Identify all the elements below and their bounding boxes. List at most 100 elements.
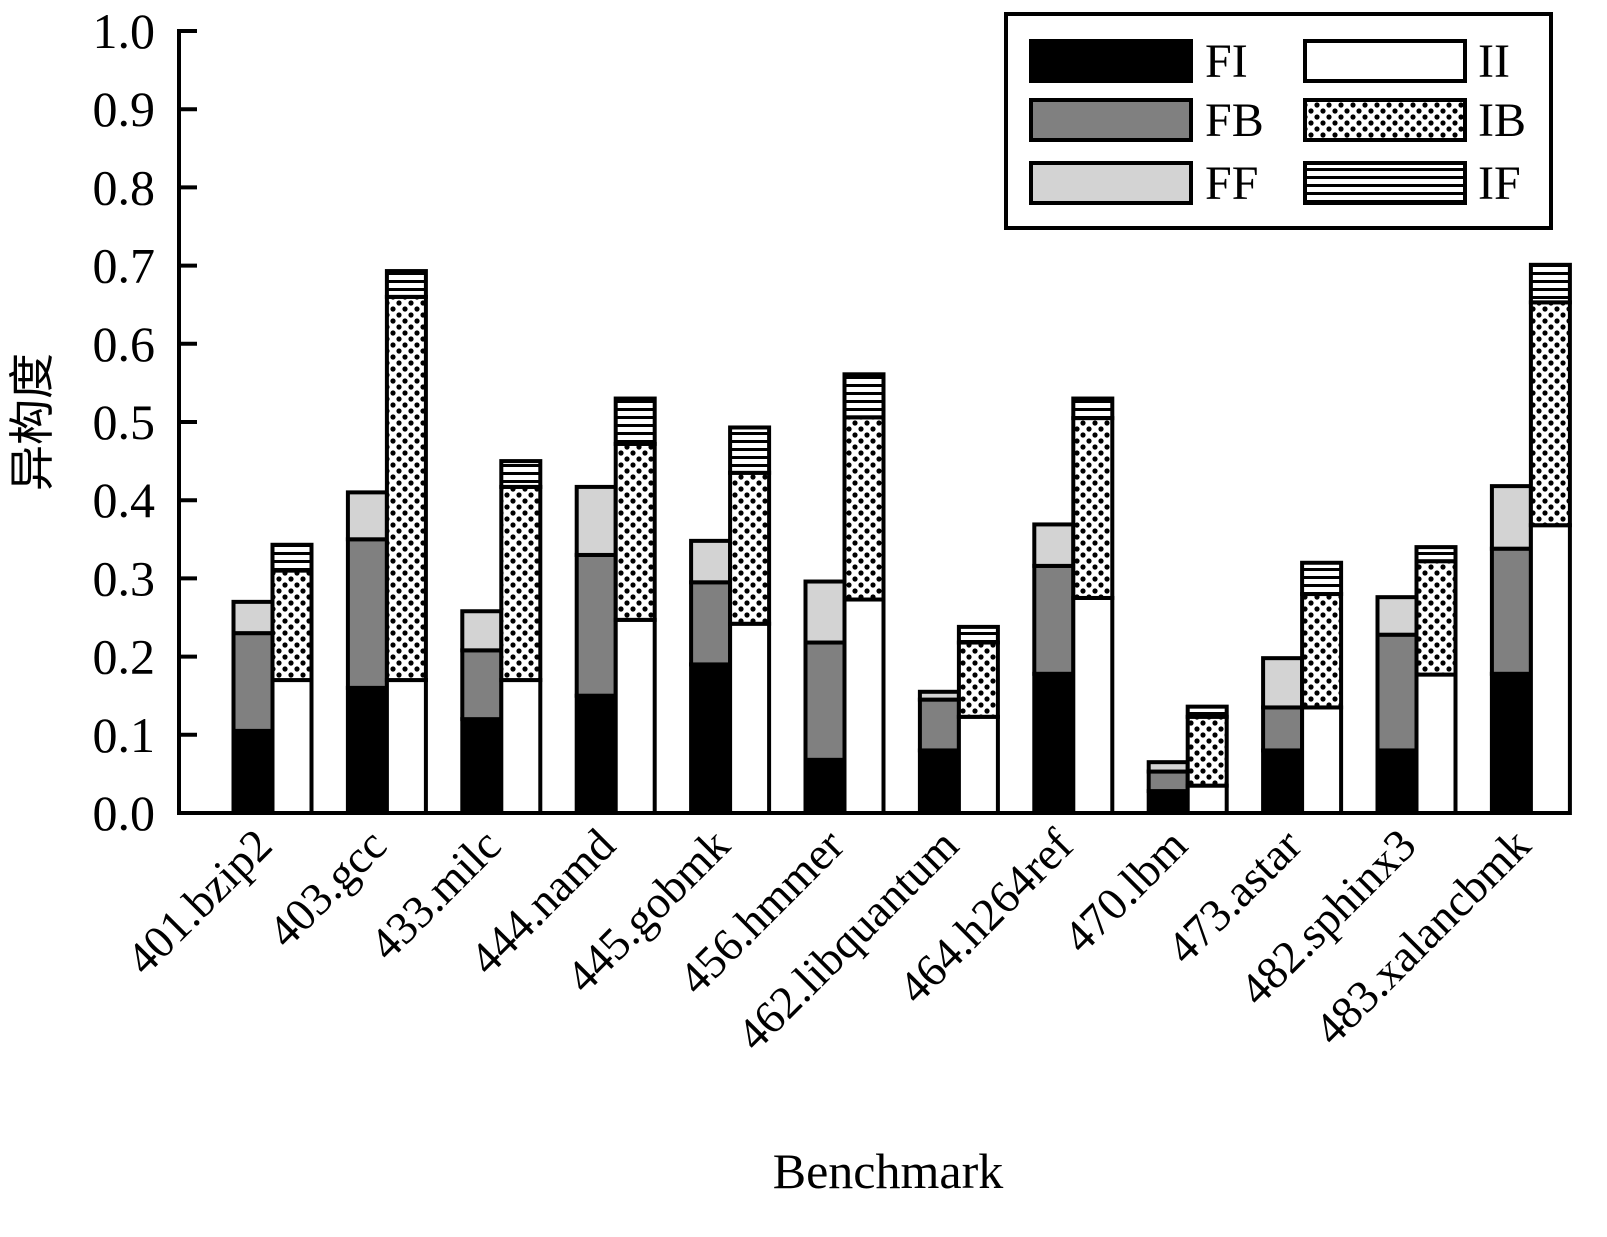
bar-IB-456.hmmer <box>842 415 886 602</box>
bar-FB-473.astar <box>1261 705 1305 753</box>
bar-FI-470.lbm <box>1146 789 1190 816</box>
bar-FB-401.bzip2 <box>231 631 275 733</box>
bar-IB-482.sphinx3 <box>1414 559 1458 677</box>
y-tick-label: 0.1 <box>93 707 156 763</box>
bar-II-433.milc <box>499 678 543 815</box>
bar-FI-482.sphinx3 <box>1375 748 1419 816</box>
bar-FF-462.libquantum <box>917 689 961 702</box>
legend-label-FB: FB <box>1205 94 1264 147</box>
bar-FF-473.astar <box>1261 656 1305 710</box>
bar-IF-464.h264ref <box>1071 396 1115 421</box>
bar-FI-433.milc <box>460 717 504 815</box>
bar-IF-470.lbm <box>1185 704 1229 719</box>
bar-FF-401.bzip2 <box>231 599 275 636</box>
bar-II-456.hmmer <box>842 597 886 815</box>
bar-FB-462.libquantum <box>917 697 961 753</box>
bar-IB-464.h264ref <box>1071 416 1115 600</box>
legend-swatch-FI <box>1029 39 1193 83</box>
legend-label-FI: FI <box>1205 35 1248 88</box>
bar-II-401.bzip2 <box>270 678 314 815</box>
bar-FI-462.libquantum <box>917 748 961 816</box>
y-tick-label: 0.2 <box>93 629 156 685</box>
bar-FB-433.milc <box>460 648 504 722</box>
y-tick-label: 0.6 <box>93 316 156 372</box>
bar-FI-473.astar <box>1261 748 1305 816</box>
bar-IB-403.gcc <box>384 294 428 683</box>
bar-FB-444.namd <box>574 552 618 698</box>
bar-FI-403.gcc <box>345 685 389 816</box>
legend-swatch-II <box>1303 39 1467 83</box>
bar-FB-445.gobmk <box>689 580 733 667</box>
bar-IF-433.milc <box>499 459 543 489</box>
bar-II-462.libquantum <box>956 714 1000 816</box>
bar-IF-456.hmmer <box>842 372 886 420</box>
y-tick-label: 0.8 <box>93 159 156 215</box>
x-tick-label: 401.bzip2 <box>116 819 281 984</box>
bar-FB-470.lbm <box>1146 769 1190 794</box>
bar-IB-445.gobmk <box>728 470 772 626</box>
legend-swatch-FB <box>1029 98 1193 142</box>
bar-II-403.gcc <box>384 678 428 815</box>
bar-II-482.sphinx3 <box>1414 672 1458 815</box>
bar-FF-403.gcc <box>345 490 389 542</box>
bar-FB-483.xalancbmk <box>1489 546 1533 676</box>
y-tick-label: 0.5 <box>93 394 156 450</box>
y-axis-title: 异构度 <box>5 353 59 491</box>
legend-swatch-IB <box>1303 98 1467 142</box>
bar-IF-482.sphinx3 <box>1414 545 1458 564</box>
bar-FI-444.namd <box>574 693 618 816</box>
bar-FF-464.h264ref <box>1032 522 1076 568</box>
bar-II-464.h264ref <box>1071 595 1115 816</box>
bar-FF-470.lbm <box>1146 760 1190 774</box>
bar-IF-444.namd <box>613 396 657 446</box>
bar-FF-445.gobmk <box>689 538 733 585</box>
bar-FB-482.sphinx3 <box>1375 632 1419 753</box>
plot-area <box>231 262 1572 816</box>
y-tick-label: 0.0 <box>93 785 156 841</box>
legend-swatch-FF <box>1029 161 1193 205</box>
bar-FF-444.namd <box>574 484 618 557</box>
bar-IF-473.astar <box>1300 560 1344 597</box>
x-axis-title: Benchmark <box>773 1143 1003 1199</box>
bar-IF-403.gcc <box>384 269 428 299</box>
bar-FI-464.h264ref <box>1032 671 1076 816</box>
bar-FB-464.h264ref <box>1032 563 1076 676</box>
bar-IB-433.milc <box>499 484 543 683</box>
bar-FF-433.milc <box>460 609 504 653</box>
bar-IF-401.bzip2 <box>270 542 314 573</box>
bar-IB-401.bzip2 <box>270 568 314 683</box>
bar-FF-482.sphinx3 <box>1375 595 1419 637</box>
bar-IF-483.xalancbmk <box>1528 262 1572 305</box>
bar-FI-483.xalancbmk <box>1489 671 1533 816</box>
bar-II-470.lbm <box>1185 783 1229 816</box>
bar-FI-401.bzip2 <box>231 728 275 816</box>
bar-IB-483.xalancbmk <box>1528 300 1572 528</box>
legend-label-II: II <box>1478 35 1510 88</box>
bar-IB-473.astar <box>1300 592 1344 710</box>
y-tick-label: 0.7 <box>93 238 156 294</box>
y-tick-label: 1.0 <box>93 3 156 59</box>
bar-FF-483.xalancbmk <box>1489 484 1533 551</box>
bar-FI-456.hmmer <box>803 757 847 815</box>
bar-IB-462.libquantum <box>956 640 1000 719</box>
bar-II-445.gobmk <box>728 621 772 815</box>
bar-II-444.namd <box>613 617 657 816</box>
bar-IB-444.namd <box>613 441 657 622</box>
bar-IF-462.libquantum <box>956 624 1000 645</box>
bar-FF-456.hmmer <box>803 579 847 645</box>
bar-IB-470.lbm <box>1185 714 1229 788</box>
bar-FB-403.gcc <box>345 537 389 690</box>
legend-label-FF: FF <box>1205 157 1258 210</box>
legend: FI II FB IB FF IF <box>1004 12 1553 230</box>
bar-FI-445.gobmk <box>689 662 733 815</box>
legend-label-IF: IF <box>1478 157 1521 210</box>
bar-FB-456.hmmer <box>803 640 847 762</box>
y-tick-label: 0.9 <box>93 81 156 137</box>
legend-label-IB: IB <box>1478 94 1526 147</box>
bar-IF-445.gobmk <box>728 425 772 475</box>
legend-swatch-IF <box>1303 161 1467 205</box>
bar-II-473.astar <box>1300 705 1344 815</box>
y-tick-label: 0.3 <box>93 550 156 606</box>
y-tick-label: 0.4 <box>93 472 156 528</box>
